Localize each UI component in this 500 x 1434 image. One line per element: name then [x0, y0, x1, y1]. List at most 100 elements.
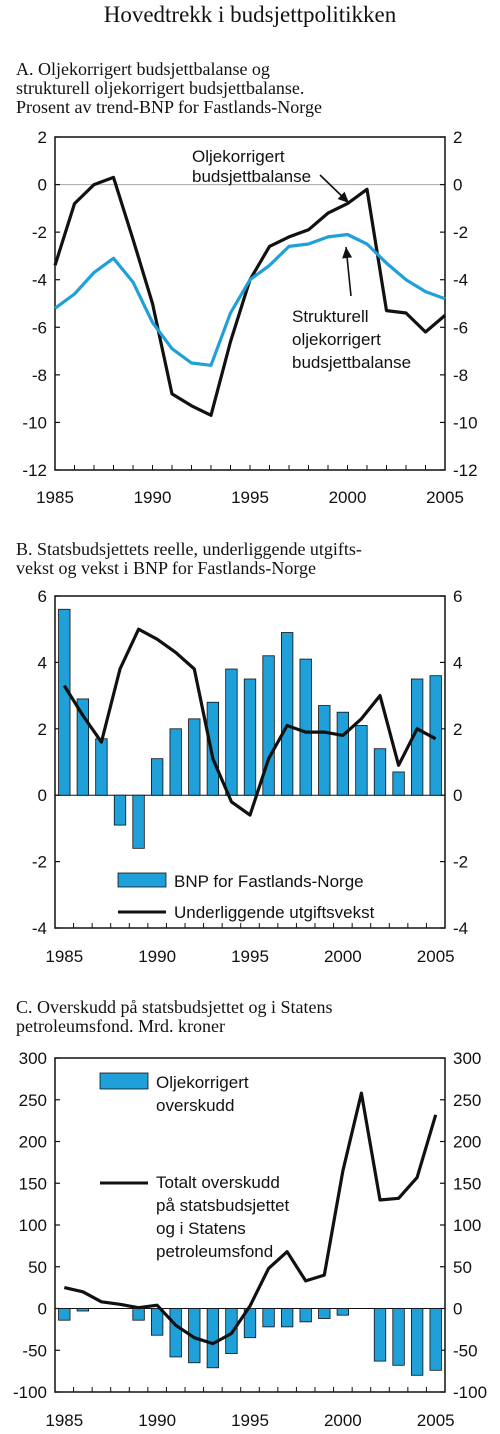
y-tick-label-right: -4: [453, 271, 468, 290]
x-tick-label: 2000: [324, 1411, 362, 1430]
legend-label: overskudd: [156, 1096, 234, 1115]
y-tick-label-right: -12: [453, 461, 478, 480]
x-tick-label: 1995: [231, 947, 269, 966]
y-tick-label-right: 4: [453, 653, 462, 672]
y-tick-label-left: -6: [32, 318, 47, 337]
y-tick-label-right: 0: [453, 176, 462, 195]
x-tick-label: 1985: [45, 1411, 83, 1430]
y-tick-label-left: 0: [38, 176, 47, 195]
y-tick-label-left: -12: [22, 461, 47, 480]
bar: [262, 655, 275, 796]
annotation-label: oljekorrigert: [292, 330, 381, 349]
bar: [299, 658, 312, 796]
annotation-label: budsjettbalanse: [292, 353, 411, 372]
y-tick-label-left: 50: [28, 1258, 47, 1277]
y-tick-label-left: -100: [13, 1383, 47, 1402]
bar: [76, 698, 90, 796]
y-tick-label-left: 150: [19, 1174, 47, 1193]
bar: [132, 794, 145, 849]
y-tick-label-right: -2: [453, 223, 468, 242]
panel-c-title: C. Overskudd på statsbudsjettet og i Sta…: [16, 998, 496, 1036]
bar: [429, 1308, 442, 1371]
page-title: Hovedtrekk i budsjettpolitikken: [103, 2, 397, 27]
bar: [150, 758, 164, 796]
bar: [373, 1308, 387, 1362]
legend-label: Oljekorrigert: [156, 1073, 249, 1092]
y-tick-label-left: 0: [38, 1300, 47, 1319]
x-tick-label: 1995: [231, 488, 269, 507]
y-tick-label-right: 100: [453, 1216, 481, 1235]
panel-b-title-line: vekst og vekst i BNP for Fastlands-Norge: [16, 558, 316, 578]
legend-swatch-bar: [117, 872, 167, 888]
bar: [243, 678, 257, 796]
annotation-label: budsjettbalanse: [192, 167, 311, 186]
y-tick-label-right: 300: [453, 1049, 481, 1068]
panel-b-title-line: B. Statsbudsjettets reelle, underliggend…: [16, 539, 362, 559]
x-tick-label: 1985: [45, 947, 83, 966]
panel-a-title-line: strukturell oljekorrigert budsjettbalans…: [16, 78, 305, 98]
y-tick-label-left: -4: [32, 919, 47, 938]
y-tick-label-left: -10: [22, 413, 47, 432]
legend-label: og i Statens: [156, 1219, 246, 1238]
y-tick-label-left: -2: [32, 223, 47, 242]
y-tick-label-left: 300: [19, 1049, 47, 1068]
y-tick-label-left: -50: [22, 1341, 47, 1360]
y-tick-label-right: -50: [453, 1341, 478, 1360]
legend-swatch-bar: [99, 1072, 149, 1090]
bar: [225, 668, 238, 796]
bar: [336, 1308, 350, 1316]
legend-label: Totalt overskudd: [156, 1173, 280, 1192]
y-tick-label-right: 250: [453, 1091, 481, 1110]
y-tick-label-right: 6: [453, 587, 462, 606]
x-tick-label: 1985: [36, 488, 74, 507]
y-tick-label-left: 6: [38, 587, 47, 606]
panel-a-title-line: A. Oljekorrigert budsjettbalanse og: [16, 59, 270, 79]
y-tick-label-right: 2: [453, 128, 462, 147]
y-tick-label-left: -8: [32, 366, 47, 385]
bar: [76, 1308, 90, 1312]
legend-label: petroleumsfond: [156, 1242, 273, 1261]
arrow-head: [342, 247, 353, 259]
series-line: [63, 1091, 438, 1346]
bar: [373, 748, 387, 796]
bar: [280, 1308, 294, 1328]
panel-a-title-line: Prosent av trend-BNP for Fastlands-Norge: [16, 97, 322, 117]
panel-a-title: A. Oljekorrigert budsjettbalanse og stru…: [16, 60, 496, 117]
panel-c-title-line: C. Overskudd på statsbudsjettet og i Sta…: [16, 997, 333, 1017]
bar: [206, 1308, 220, 1369]
legend-label: på statsbudsjettet: [156, 1196, 290, 1215]
y-tick-label-left: 4: [38, 653, 47, 672]
y-tick-label-right: 50: [453, 1258, 472, 1277]
bar: [392, 1308, 405, 1366]
y-tick-label-right: -6: [453, 318, 468, 337]
bar: [132, 1308, 145, 1321]
bar: [169, 728, 182, 796]
x-tick-label: 1990: [138, 947, 176, 966]
y-tick-label-left: 250: [19, 1091, 47, 1110]
legend-label: BNP for Fastlands-Norge: [174, 872, 364, 891]
bar: [150, 1308, 164, 1336]
x-tick-label: 2005: [417, 1411, 455, 1430]
y-tick-label-right: -8: [453, 366, 468, 385]
panel-b-title: B. Statsbudsjettets reelle, underliggend…: [16, 540, 496, 578]
y-tick-label-right: 200: [453, 1133, 481, 1152]
bar: [58, 1308, 71, 1321]
panel-a-chart: 2 2 0 0 -2 -2 -4 -4 -6 -6 -8 -8 -10 -10 -12 -12 1985 1990…: [22, 128, 478, 507]
x-tick-label: 1990: [138, 1411, 176, 1430]
y-tick-label-left: -2: [32, 853, 47, 872]
x-tick-label: 2000: [329, 488, 367, 507]
y-tick-label-right: -2: [453, 853, 468, 872]
y-tick-label-right: 0: [453, 1300, 462, 1319]
x-tick-label: 2000: [324, 947, 362, 966]
bar: [262, 1308, 275, 1328]
series-line: [62, 627, 437, 817]
y-tick-label-right: 2: [453, 720, 462, 739]
bar: [58, 608, 71, 796]
panel-b-chart: 6 6 4 4 2 2 0 0 -2 -2 -4 -4 1985 1990 1995 2000 2005 BNP …: [32, 587, 468, 966]
y-tick-label-right: 150: [453, 1174, 481, 1193]
bar: [206, 701, 220, 796]
bar: [113, 794, 127, 826]
series-line: [54, 232, 446, 367]
x-tick-label: 1990: [134, 488, 172, 507]
plot-frame: [54, 595, 446, 929]
